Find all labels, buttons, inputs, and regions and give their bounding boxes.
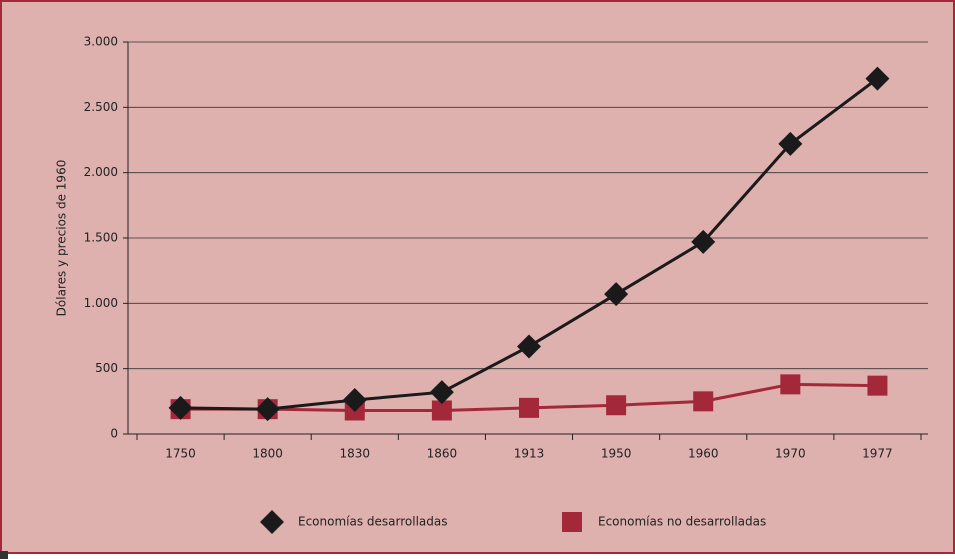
marker bbox=[606, 395, 627, 416]
x-tick-label: 1913 bbox=[514, 447, 545, 461]
marker bbox=[429, 380, 454, 405]
y-axis-label: Dólares y precios de 1960 bbox=[55, 160, 69, 317]
marker bbox=[431, 400, 452, 421]
y-tick-label: 1.500 bbox=[84, 231, 118, 245]
legend-marker bbox=[562, 512, 582, 532]
marker bbox=[342, 388, 367, 413]
y-tick-label: 3.000 bbox=[84, 35, 118, 49]
y-tick-label: 2.000 bbox=[84, 165, 118, 179]
marker bbox=[865, 66, 890, 91]
marker bbox=[867, 375, 888, 396]
legend-label: Economías desarrolladas bbox=[298, 515, 448, 529]
marker bbox=[168, 395, 193, 420]
y-tick-label: 0 bbox=[110, 427, 118, 441]
marker bbox=[691, 229, 716, 254]
x-tick-label: 1860 bbox=[427, 447, 458, 461]
marker bbox=[517, 334, 541, 359]
y-tick-label: 500 bbox=[95, 361, 118, 375]
marker bbox=[778, 131, 803, 156]
marker bbox=[604, 282, 629, 307]
x-tick-label: 1960 bbox=[688, 447, 719, 461]
corner-mark bbox=[0, 551, 8, 559]
y-tick-label: 2.500 bbox=[84, 100, 118, 114]
x-tick-label: 1977 bbox=[862, 447, 893, 461]
x-tick-label: 1970 bbox=[775, 447, 806, 461]
x-tick-label: 1800 bbox=[252, 447, 283, 461]
x-tick-label: 1950 bbox=[601, 447, 632, 461]
marker bbox=[693, 391, 714, 412]
marker bbox=[519, 397, 539, 418]
x-tick-label: 1830 bbox=[340, 447, 371, 461]
legend-marker bbox=[260, 510, 284, 534]
marker bbox=[255, 397, 280, 422]
y-tick-label: 1.000 bbox=[84, 296, 118, 310]
x-tick-label: 1750 bbox=[165, 447, 196, 461]
legend-label: Economías no desarrolladas bbox=[598, 515, 766, 529]
marker bbox=[780, 374, 801, 395]
